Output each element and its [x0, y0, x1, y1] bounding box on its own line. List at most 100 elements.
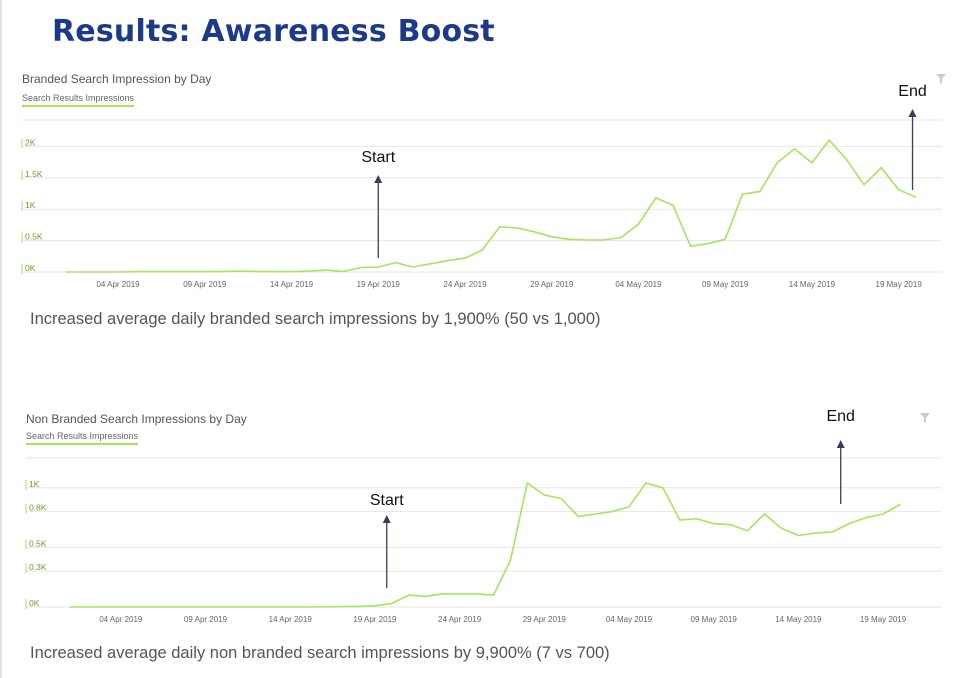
chart1-annotation-label: End — [898, 83, 926, 100]
chart1-data-point — [186, 271, 189, 273]
chart1-data-point — [134, 271, 136, 273]
chart2-data-point — [763, 513, 766, 515]
chart2-data-point — [848, 522, 850, 525]
chart1-annotation-arrow-head — [908, 109, 917, 117]
chart2-data-point — [797, 534, 799, 537]
chart1-data-point — [776, 162, 778, 164]
chart2-data-point — [492, 594, 495, 596]
chart1-data-point — [689, 245, 692, 247]
chart1-data-point — [707, 243, 709, 245]
page-title: Results: Awareness Boost — [52, 14, 495, 49]
chart1-data-point — [342, 270, 345, 272]
chart2-data-point — [509, 559, 512, 562]
chart2-data-point — [577, 515, 579, 518]
chart2-data-point — [374, 605, 376, 607]
chart1-ytick-label: 0.5K — [25, 232, 43, 242]
chart1-data-point — [290, 271, 293, 273]
chart1-data-point — [811, 162, 813, 164]
chart1-data-point — [724, 238, 726, 240]
chart1-xtick-label: 14 May 2019 — [789, 280, 836, 289]
chart2-ytick-label: 0K — [29, 598, 40, 608]
chart1-data-point — [603, 239, 605, 241]
chart2-data-point — [814, 532, 816, 534]
chart2-data-point — [662, 487, 664, 489]
chart2-title: Non Branded Search Impressions by Day — [26, 412, 247, 426]
chart2-data-point — [458, 593, 461, 595]
chart1-data-point — [204, 271, 206, 273]
chart2-data-point — [272, 606, 274, 608]
chart2-xtick-label: 24 Apr 2019 — [438, 615, 482, 624]
chart1-data-point — [741, 193, 744, 195]
chart1-data-point — [880, 167, 882, 169]
chart1-data-point — [551, 236, 553, 238]
chart2-xtick-label: 19 May 2019 — [860, 615, 907, 624]
chart2-data-point — [425, 595, 427, 597]
chart2-xtick-label: 09 May 2019 — [691, 615, 738, 624]
chart1-data-point — [169, 271, 171, 273]
chart1-ytick-label: 1.5K — [25, 169, 43, 179]
chart1-data-point — [429, 263, 431, 265]
chart1-data-point — [620, 236, 622, 239]
chart2-data-point — [221, 606, 224, 608]
chart2-data-point — [679, 519, 681, 521]
chart2-data-point — [713, 522, 715, 525]
chart1-data-point — [637, 223, 640, 225]
chart1-data-point — [65, 271, 67, 273]
chart1-xtick-label: 24 Apr 2019 — [443, 280, 487, 289]
chart2-annotation-label: Start — [370, 492, 404, 509]
chart1-data-point — [447, 260, 449, 262]
chart2-filter-icon[interactable] — [920, 413, 930, 423]
chart2-data-point — [137, 606, 139, 608]
chart2-data-point — [120, 606, 122, 608]
chart1-data-point — [499, 226, 501, 228]
chart2-data-point — [391, 602, 393, 605]
chart2-data-point — [594, 513, 596, 515]
chart1-series-line — [66, 139, 917, 273]
chart2-data-point — [780, 527, 783, 529]
chart2-data-point — [696, 518, 698, 520]
chart2-data-point — [899, 503, 901, 506]
chart1-annotation-arrow-head — [374, 175, 383, 183]
chart1-data-point — [481, 249, 483, 251]
chart2-data-point — [340, 606, 342, 608]
chart2-data-point — [357, 605, 359, 608]
chart2-data-point — [543, 494, 545, 496]
chart1-data-point — [655, 197, 657, 199]
chart2-data-point — [86, 606, 88, 608]
chart1-data-point — [412, 266, 414, 268]
chart1-data-point — [273, 271, 275, 273]
chart2-data-point — [628, 506, 630, 508]
chart1-data-point — [672, 204, 674, 207]
chart2-data-point — [69, 606, 71, 608]
chart2-data-point — [882, 513, 884, 515]
chart2-data-point — [560, 497, 562, 500]
chart2-data-point — [526, 482, 528, 484]
chart1-data-point — [464, 257, 466, 259]
chart2-series-line — [70, 482, 901, 608]
chart2-xtick-label: 04 Apr 2019 — [99, 615, 143, 624]
chart1-data-point — [585, 239, 588, 241]
chart1-data-point — [256, 270, 258, 272]
chart2-caption: Increased average daily non branded sear… — [30, 644, 610, 662]
chart1-filter-icon[interactable] — [936, 74, 946, 84]
chart1-xtick-label: 14 Apr 2019 — [270, 280, 314, 289]
chart1-legend[interactable]: Search Results Impressions — [22, 93, 135, 107]
chart1-data-point — [394, 261, 397, 264]
chart2-data-point — [611, 511, 613, 513]
chart2-xtick-label: 14 May 2019 — [775, 615, 822, 624]
chart1-caption: Increased average daily branded search i… — [30, 310, 601, 328]
chart2-legend[interactable]: Search Results Impressions — [26, 431, 139, 445]
chart2-xtick-label: 09 Apr 2019 — [184, 615, 228, 624]
chart1-xtick-label: 29 Apr 2019 — [530, 280, 574, 289]
chart2-annotation-arrow-head — [382, 515, 391, 523]
chart1-data-point — [325, 269, 327, 271]
chart2-data-point — [442, 593, 444, 595]
chart1-data-point — [100, 271, 102, 273]
chart2-data-point — [103, 606, 105, 608]
left-page-rule — [0, 0, 2, 678]
chart2-data-point — [746, 530, 749, 532]
chart1-data-point — [516, 227, 518, 229]
chart1-ytick-label: 2K — [25, 137, 36, 147]
chart1-data-point — [221, 270, 223, 272]
